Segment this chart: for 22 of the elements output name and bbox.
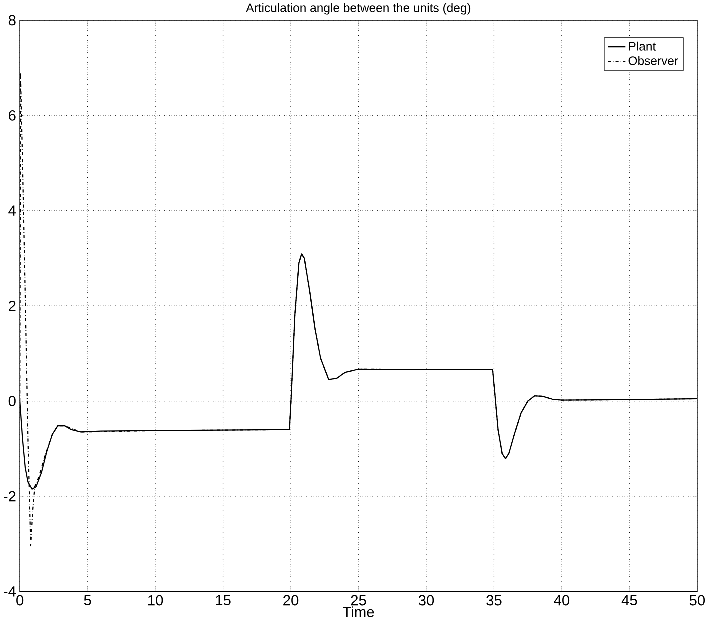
x-tick-label: 50	[690, 595, 706, 606]
x-tick-label: 45	[622, 595, 638, 606]
x-tick-label: 25	[351, 595, 366, 606]
legend-label: Plant	[629, 42, 656, 51]
y-tick-label: 8	[8, 15, 16, 26]
y-tick-label: 6	[9, 110, 16, 121]
y-tick-label: -2	[4, 491, 16, 502]
x-tick-label: 20	[284, 595, 299, 606]
y-tick-label: 2	[9, 301, 16, 312]
x-axis-title: Time	[343, 606, 374, 618]
chart-title: Articulation angle between the units (deg)	[246, 4, 471, 15]
y-tick-label: -4	[4, 586, 16, 597]
x-tick-label: 15	[216, 595, 231, 606]
x-tick-label: 40	[554, 595, 570, 606]
legend-label: Observer	[628, 56, 678, 66]
x-tick-label: 0	[16, 595, 24, 606]
x-tick-label: 5	[84, 595, 92, 606]
x-tick-label: 30	[418, 595, 434, 606]
x-tick-label: 35	[486, 595, 502, 606]
y-tick-label: 4	[8, 206, 16, 216]
x-tick-label: 10	[148, 595, 164, 606]
y-tick-label: 0	[8, 396, 16, 407]
